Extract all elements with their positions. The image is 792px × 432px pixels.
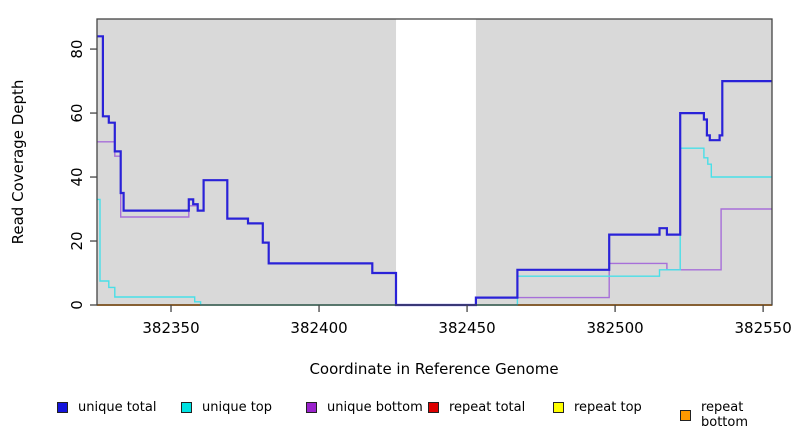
y-tick-label: 20 [68,231,86,250]
x-axis-title: Coordinate in Reference Genome [309,360,559,378]
x-tick-label: 382400 [290,319,347,337]
y-tick-label: 60 [68,104,86,123]
y-tick-label: 40 [68,167,86,186]
series-line-unique-total [97,35,772,307]
plot-border [96,18,773,306]
y-tick-label: 0 [68,300,86,310]
coverage-gap-band [396,19,476,305]
x-tick-label: 382500 [586,319,643,337]
x-tick-label: 382350 [142,319,199,337]
y-tick-label: 80 [68,40,86,59]
y-axis-title: Read Coverage Depth [9,79,27,245]
x-tick-label: 382450 [438,319,495,337]
x-tick-label: 382550 [734,319,791,337]
